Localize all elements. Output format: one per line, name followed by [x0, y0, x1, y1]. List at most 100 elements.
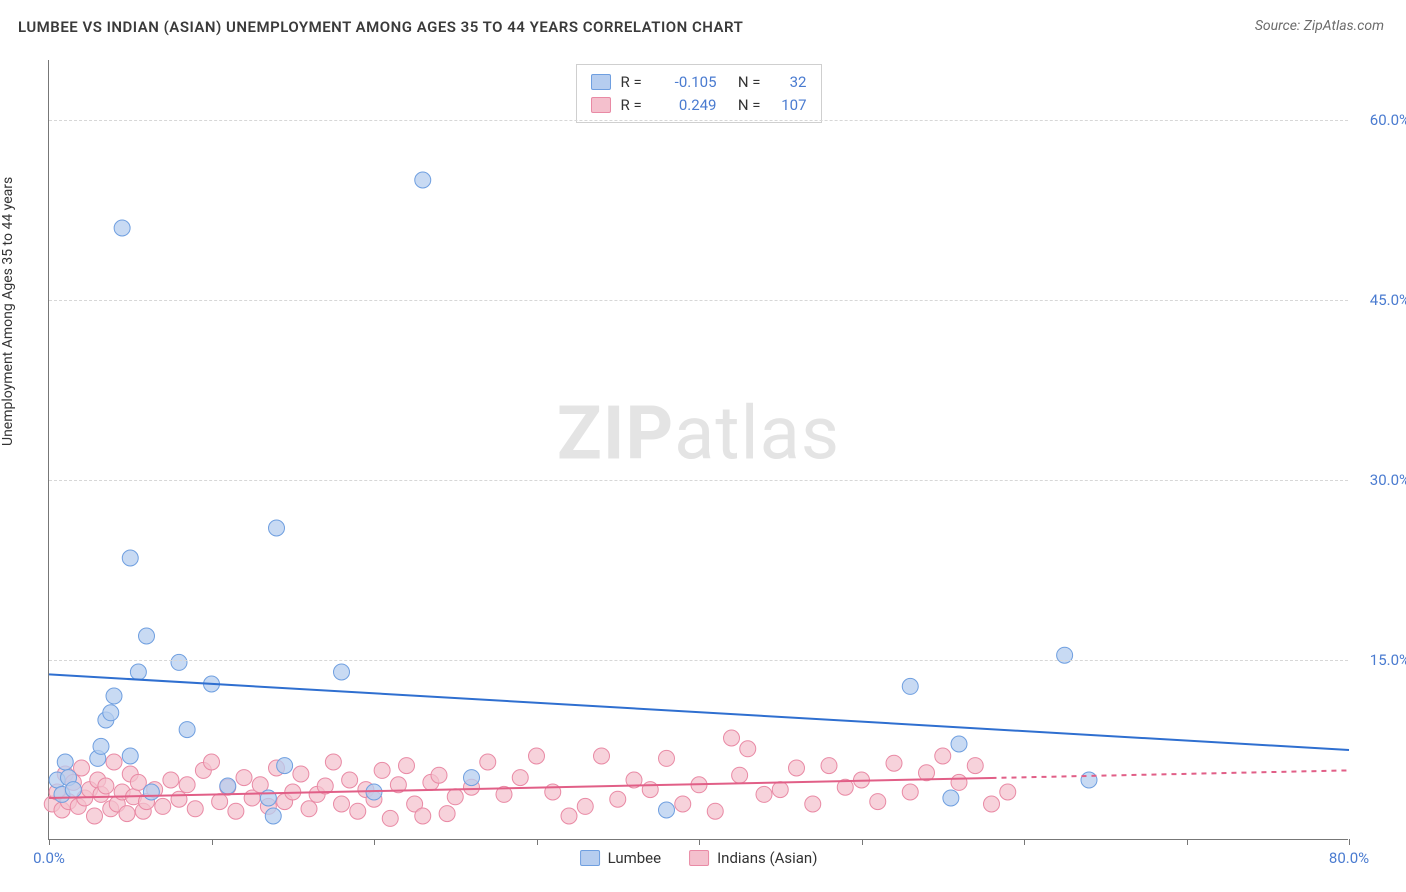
- data-point-indians-asian-: [439, 806, 455, 822]
- data-point-lumbee: [103, 705, 119, 721]
- data-point-indians-asian-: [228, 803, 244, 819]
- data-point-indians-asian-: [399, 758, 415, 774]
- plot-area: ZIPatlas R = -0.105 N = 32 R = 0.249 N =…: [48, 60, 1348, 840]
- x-tick-mark: [374, 839, 375, 845]
- data-point-indians-asian-: [155, 798, 171, 814]
- x-tick-mark: [537, 839, 538, 845]
- data-point-indians-asian-: [821, 758, 837, 774]
- data-point-lumbee: [122, 550, 138, 566]
- data-point-lumbee: [464, 770, 480, 786]
- data-point-lumbee: [143, 784, 159, 800]
- data-point-indians-asian-: [951, 774, 967, 790]
- x-tick-mark: [862, 839, 863, 845]
- data-point-indians-asian-: [659, 750, 675, 766]
- data-point-lumbee: [1081, 772, 1097, 788]
- data-point-indians-asian-: [529, 748, 545, 764]
- data-point-indians-asian-: [374, 762, 390, 778]
- data-point-indians-asian-: [512, 770, 528, 786]
- gridline-h: [49, 480, 1348, 481]
- data-point-indians-asian-: [212, 794, 228, 810]
- data-point-indians-asian-: [967, 758, 983, 774]
- series-legend: Lumbee Indians (Asian): [580, 849, 818, 867]
- y-axis-label: Unemployment Among Ages 35 to 44 years: [0, 177, 16, 446]
- data-point-indians-asian-: [301, 801, 317, 817]
- chart-title: LUMBEE VS INDIAN (ASIAN) UNEMPLOYMENT AM…: [18, 18, 743, 36]
- gridline-h: [49, 660, 1348, 661]
- data-point-indians-asian-: [447, 789, 463, 805]
- data-point-indians-asian-: [642, 782, 658, 798]
- data-point-indians-asian-: [984, 796, 1000, 812]
- data-point-indians-asian-: [171, 791, 187, 807]
- gridline-h: [49, 300, 1348, 301]
- data-point-indians-asian-: [415, 808, 431, 824]
- data-point-indians-asian-: [935, 748, 951, 764]
- data-point-lumbee: [334, 664, 350, 680]
- data-point-indians-asian-: [561, 808, 577, 824]
- data-point-lumbee: [65, 782, 81, 798]
- data-point-lumbee: [951, 736, 967, 752]
- data-point-indians-asian-: [119, 806, 135, 822]
- data-point-indians-asian-: [204, 754, 220, 770]
- x-tick-mark: [49, 839, 50, 845]
- data-point-lumbee: [659, 802, 675, 818]
- trendline-lumbee: [49, 674, 1349, 750]
- data-point-indians-asian-: [342, 772, 358, 788]
- data-point-lumbee: [57, 754, 73, 770]
- swatch-indians: [689, 850, 709, 866]
- data-point-indians-asian-: [431, 767, 447, 783]
- legend-label-lumbee: Lumbee: [608, 849, 662, 867]
- data-point-indians-asian-: [1000, 784, 1016, 800]
- data-point-lumbee: [415, 172, 431, 188]
- x-tick-label-max: 80.0%: [1329, 849, 1369, 867]
- data-point-lumbee: [269, 520, 285, 536]
- data-point-indians-asian-: [756, 786, 772, 802]
- data-point-indians-asian-: [594, 748, 610, 764]
- data-point-lumbee: [93, 738, 109, 754]
- x-tick-mark: [1187, 839, 1188, 845]
- data-point-indians-asian-: [236, 770, 252, 786]
- data-point-indians-asian-: [163, 772, 179, 788]
- data-point-lumbee: [139, 628, 155, 644]
- data-point-indians-asian-: [789, 760, 805, 776]
- swatch-lumbee: [580, 850, 600, 866]
- data-point-indians-asian-: [610, 791, 626, 807]
- data-point-indians-asian-: [805, 796, 821, 812]
- data-point-indians-asian-: [870, 794, 886, 810]
- data-point-indians-asian-: [179, 777, 195, 793]
- data-point-indians-asian-: [886, 755, 902, 771]
- data-point-indians-asian-: [382, 810, 398, 826]
- trendline-extrapolated: [992, 770, 1350, 778]
- legend-item-lumbee: Lumbee: [580, 849, 662, 867]
- data-point-lumbee: [130, 664, 146, 680]
- data-point-lumbee: [943, 790, 959, 806]
- data-point-indians-asian-: [707, 803, 723, 819]
- data-point-indians-asian-: [106, 754, 122, 770]
- data-point-lumbee: [220, 778, 236, 794]
- data-point-lumbee: [106, 688, 122, 704]
- data-point-indians-asian-: [334, 796, 350, 812]
- x-tick-label-min: 0.0%: [33, 849, 65, 867]
- data-point-lumbee: [265, 808, 281, 824]
- data-point-lumbee: [114, 220, 130, 236]
- source-attribution: Source: ZipAtlas.com: [1255, 18, 1384, 34]
- y-tick-label: 30.0%: [1370, 471, 1406, 489]
- data-point-indians-asian-: [187, 801, 203, 817]
- plot-svg: [49, 60, 1348, 839]
- x-tick-mark: [699, 839, 700, 845]
- data-point-lumbee: [171, 654, 187, 670]
- data-point-lumbee: [277, 758, 293, 774]
- y-tick-label: 15.0%: [1370, 651, 1406, 669]
- data-point-indians-asian-: [350, 803, 366, 819]
- x-tick-mark: [1349, 839, 1350, 845]
- data-point-indians-asian-: [724, 730, 740, 746]
- data-point-indians-asian-: [772, 782, 788, 798]
- data-point-indians-asian-: [293, 766, 309, 782]
- gridline-h: [49, 120, 1348, 121]
- data-point-lumbee: [902, 678, 918, 694]
- data-point-lumbee: [122, 748, 138, 764]
- legend-label-indians: Indians (Asian): [717, 849, 817, 867]
- y-tick-label: 45.0%: [1370, 291, 1406, 309]
- data-point-indians-asian-: [732, 767, 748, 783]
- data-point-lumbee: [179, 722, 195, 738]
- data-point-indians-asian-: [325, 754, 341, 770]
